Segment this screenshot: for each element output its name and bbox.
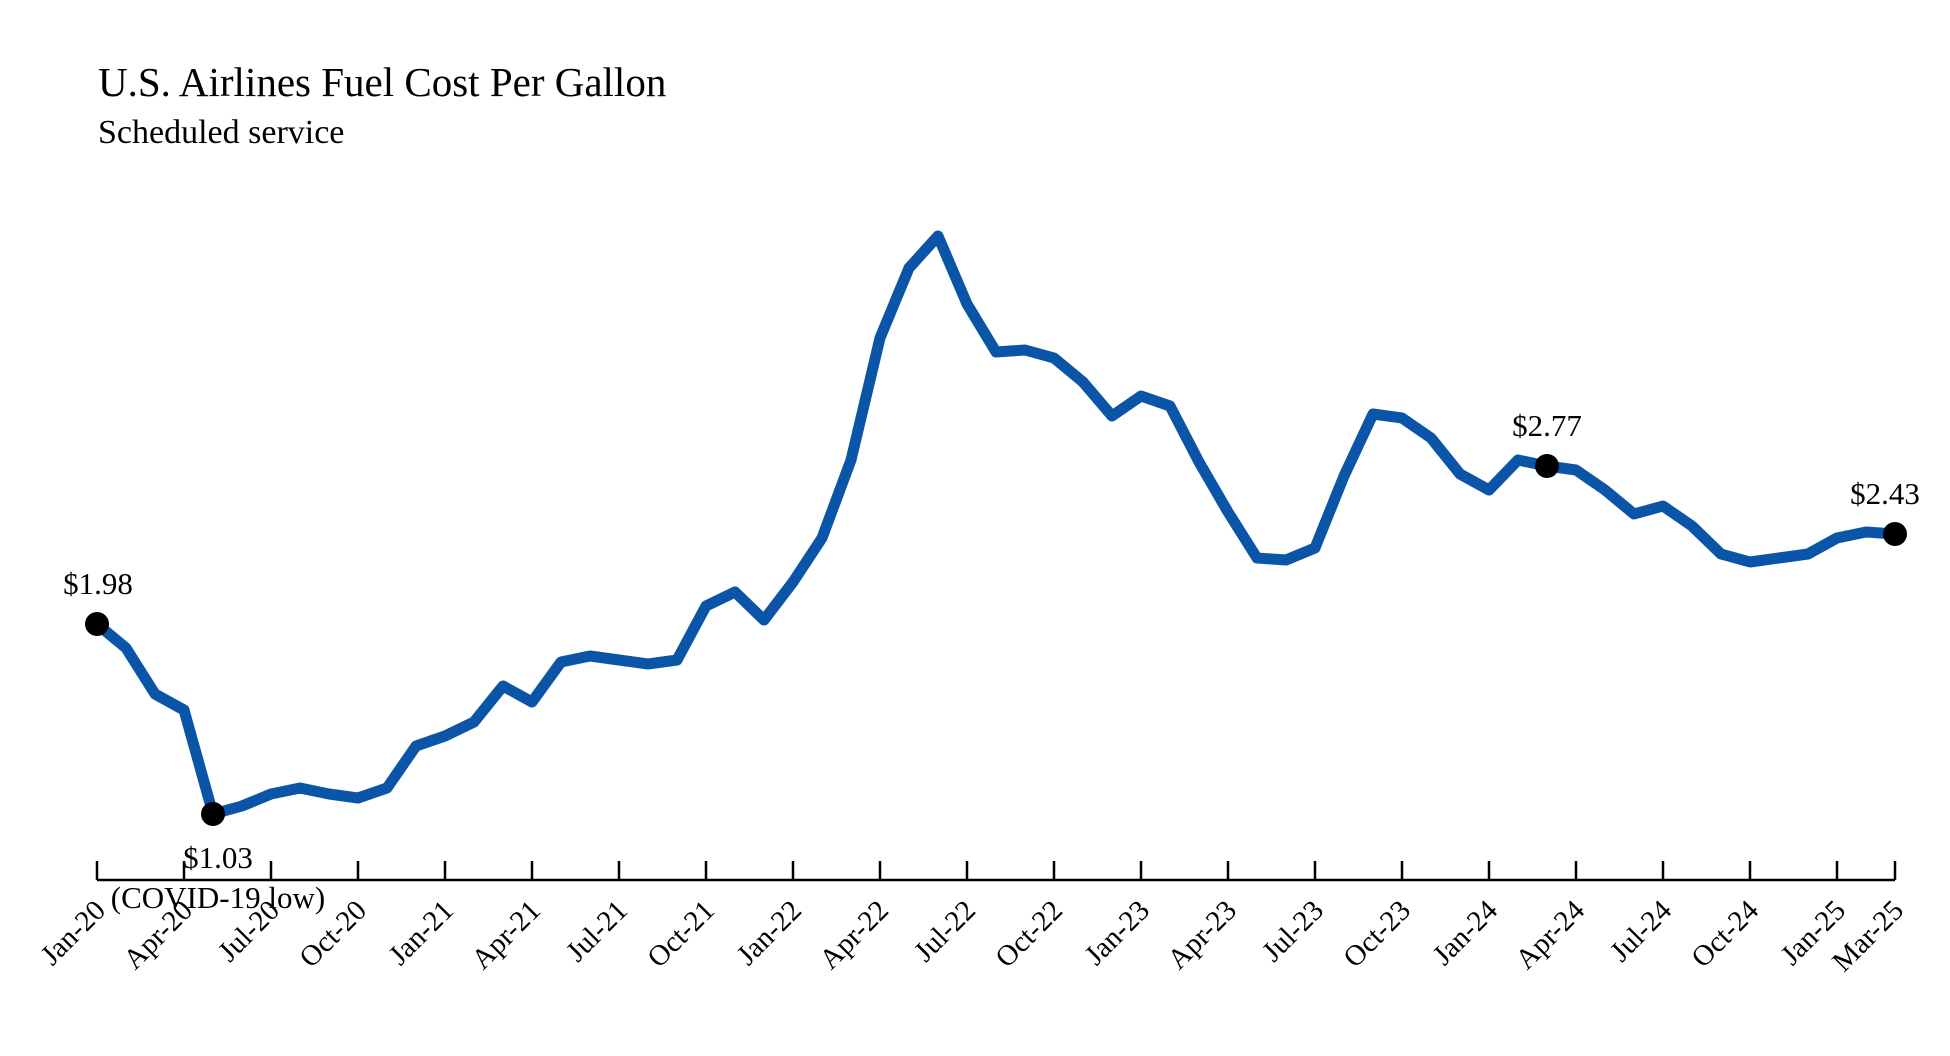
x-tick-label-oct-21: Oct-21 [641, 894, 721, 974]
annotation-point-2-77 [1535, 454, 1559, 478]
x-tick-label-jan-20: Jan-20 [35, 894, 112, 971]
annotation-label-2-77: $2.77 [1512, 408, 1582, 443]
x-tick-label-oct-24: Oct-24 [1685, 894, 1765, 974]
x-tick-label-oct-22: Oct-22 [989, 894, 1069, 974]
x-tick-label-jan-23: Jan-23 [1079, 894, 1156, 971]
x-tick-label-jan-24: Jan-24 [1427, 894, 1505, 972]
x-tick-label-jan-22: Jan-22 [731, 894, 808, 971]
x-tick-label-jul-22: Jul-22 [908, 894, 982, 968]
x-axis-ticks [95, 861, 1897, 880]
x-tick-label-jan-21: Jan-21 [383, 894, 460, 971]
x-tick-label-jul-23: Jul-23 [1256, 894, 1330, 968]
annotation-note-1-03: (COVID-19 low) [111, 880, 325, 915]
annotation-label-1-98: $1.98 [63, 566, 133, 601]
x-tick-label-apr-23: Apr-23 [1161, 894, 1242, 975]
x-tick-label-apr-22: Apr-22 [813, 894, 894, 975]
annotation-point-2-43 [1883, 522, 1907, 546]
series-line [91, 230, 1901, 820]
x-tick-label-oct-23: Oct-23 [1337, 894, 1417, 974]
chart-subtitle: Scheduled service [98, 114, 345, 151]
annotation-label-1-03: $1.03 [183, 840, 253, 875]
x-tick-label-jul-21: Jul-21 [560, 894, 634, 968]
annotation-point-1-03 [201, 802, 225, 826]
annotations-group: $1.98 $1.03 (COVID-19 low) $2.77 $2.43 [63, 408, 1920, 915]
annotation-point-1-98 [85, 612, 109, 636]
chart-title: U.S. Airlines Fuel Cost Per Gallon [98, 59, 667, 105]
x-tick-label-apr-21: Apr-21 [465, 894, 546, 975]
series-group [91, 230, 1901, 820]
annotation-label-2-43: $2.43 [1850, 476, 1920, 511]
x-tick-label-jul-24: Jul-24 [1604, 894, 1678, 968]
x-tick-label-apr-24: Apr-24 [1509, 894, 1591, 976]
